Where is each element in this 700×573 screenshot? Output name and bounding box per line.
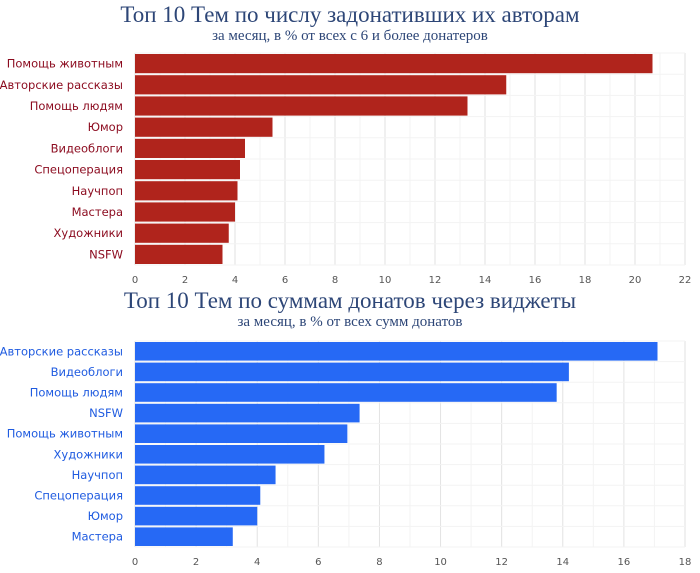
- category-label: Помощь животным: [7, 427, 123, 441]
- category-label: Мастера: [72, 530, 123, 544]
- bar: [135, 54, 653, 74]
- x-tick-label: 2: [182, 275, 188, 286]
- x-tick-label: 16: [529, 275, 542, 286]
- x-tick-label: 8: [376, 557, 382, 568]
- x-tick-label: 18: [679, 557, 692, 568]
- bar: [135, 202, 235, 222]
- x-tick-label: 10: [379, 275, 392, 286]
- x-tick-label: 6: [315, 557, 321, 568]
- category-label: Научпоп: [72, 184, 123, 198]
- category-label: Спецоперация: [34, 489, 123, 503]
- bar: [135, 96, 468, 116]
- bar: [135, 424, 348, 443]
- category-label: Мастера: [72, 205, 123, 219]
- bar: [135, 117, 273, 137]
- x-tick-label: 4: [254, 557, 260, 568]
- x-tick-label: 16: [618, 557, 631, 568]
- x-tick-label: 14: [479, 275, 492, 286]
- bar: [135, 506, 258, 526]
- category-label: Научпоп: [72, 468, 123, 482]
- x-tick-label: 10: [434, 557, 447, 568]
- x-tick-label: 18: [579, 275, 592, 286]
- category-label: Помощь людям: [30, 386, 123, 400]
- x-tick-label: 12: [495, 557, 508, 568]
- chart2-subtitle: за месяц, в % от всех сумм донатов: [237, 314, 463, 330]
- x-tick-label: 20: [629, 275, 642, 286]
- x-tick-label: 8: [332, 275, 338, 286]
- x-tick-label: 4: [232, 275, 238, 286]
- chart1-subtitle: за месяц, в % от всех с 6 и более донате…: [212, 28, 488, 44]
- bar: [135, 138, 245, 158]
- category-label: Юмор: [88, 120, 123, 134]
- bar: [135, 160, 240, 180]
- category-label: Художники: [54, 226, 123, 240]
- category-label: Помощь людям: [30, 99, 123, 113]
- category-label: Видеоблоги: [51, 141, 123, 155]
- category-label: Авторские рассказы: [0, 78, 123, 92]
- x-tick-label: 6: [282, 275, 288, 286]
- bar: [135, 403, 360, 423]
- category-label: Художники: [54, 447, 123, 461]
- bar: [135, 486, 261, 505]
- bar: [135, 181, 238, 201]
- x-tick-label: 0: [132, 557, 138, 568]
- bar: [135, 75, 507, 95]
- category-label: Помощь животным: [7, 57, 123, 71]
- category-label: Видеоблоги: [51, 365, 123, 379]
- bar: [135, 527, 233, 546]
- x-tick-label: 22: [679, 275, 692, 286]
- bar: [135, 223, 229, 243]
- chart2-title: Топ 10 Тем по суммам донатов через видже…: [123, 288, 577, 313]
- x-tick-label: 12: [429, 275, 442, 286]
- category-label: NSFW: [89, 406, 123, 420]
- x-tick-label: 2: [193, 557, 199, 568]
- category-label: Авторские рассказы: [0, 344, 123, 358]
- category-label: NSFW: [89, 247, 123, 261]
- bar: [135, 383, 557, 402]
- x-tick-label: 0: [132, 275, 138, 286]
- bar: [135, 445, 325, 464]
- bar: [135, 244, 223, 264]
- category-label: Юмор: [88, 509, 123, 523]
- chart1-title: Топ 10 Тем по числу задонативших их авто…: [120, 2, 580, 27]
- bar: [135, 465, 276, 485]
- x-tick-label: 14: [556, 557, 569, 568]
- bar: [135, 362, 569, 382]
- bar: [135, 342, 658, 361]
- category-label: Спецоперация: [34, 163, 123, 177]
